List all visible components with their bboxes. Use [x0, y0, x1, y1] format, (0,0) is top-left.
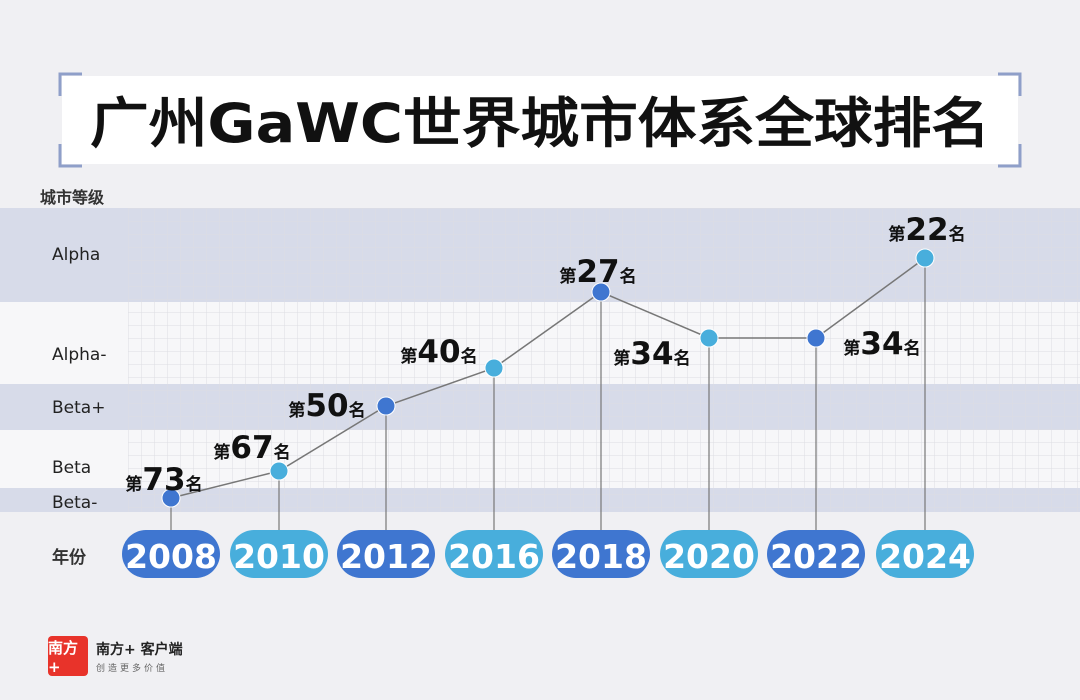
data-label: 第40名 — [400, 334, 477, 370]
y-axis-label: 城市等级 — [40, 188, 105, 207]
data-point — [376, 396, 396, 416]
data-point — [591, 282, 611, 302]
x-tick-label: 2020 — [663, 537, 755, 576]
x-tick-pill — [876, 530, 974, 578]
y-tick-label: Beta- — [52, 493, 97, 513]
series-line — [170, 257, 926, 499]
y-tick-label: Alpha — [52, 245, 100, 265]
x-tick-pill — [767, 530, 865, 578]
x-tick-label: 2022 — [770, 537, 862, 576]
x-tick-label: 2016 — [448, 537, 540, 576]
brand-name: 南方+ 客户端 — [96, 641, 183, 658]
data-point — [484, 358, 504, 378]
data-label: 第27名 — [559, 254, 636, 290]
data-label: 第34名 — [613, 336, 690, 372]
title-bracket-top-right — [998, 72, 1022, 96]
x-tick-pill — [337, 530, 435, 578]
x-tick-pill — [230, 530, 328, 578]
x-tick-label: 2012 — [340, 537, 432, 576]
data-point — [699, 328, 719, 348]
data-label: 第67名 — [213, 430, 290, 466]
title-bracket-bottom-right — [998, 144, 1022, 168]
x-axis-label: 年份 — [52, 547, 87, 568]
x-tick-pill — [660, 530, 758, 578]
title-bracket-bottom-left — [58, 144, 82, 168]
data-label: 第50名 — [288, 388, 365, 424]
x-tick-pill — [445, 530, 543, 578]
x-tick-pill — [552, 530, 650, 578]
title-bracket-top-left — [58, 72, 82, 96]
x-tick-label: 2018 — [555, 537, 647, 576]
y-tick-label: Beta+ — [52, 398, 105, 418]
data-point — [161, 488, 181, 508]
data-label: 第34名 — [843, 326, 920, 362]
title-box — [62, 76, 1018, 164]
x-tick-pill — [122, 530, 220, 578]
x-tick-label: 2010 — [233, 537, 325, 576]
brand-footer: 南方+ 南方+ 客户端 创造更多价值 — [48, 636, 183, 676]
brand-slogan: 创造更多价值 — [96, 663, 169, 674]
x-tick-label: 2024 — [879, 537, 971, 576]
data-label: 第22名 — [888, 212, 965, 248]
data-point — [269, 461, 289, 481]
data-point — [915, 248, 935, 268]
x-tick-label: 2008 — [125, 537, 217, 576]
data-point — [806, 328, 826, 348]
y-tick-label: Alpha- — [52, 345, 106, 365]
chart-title: 广州GaWC世界城市体系全球排名 — [90, 92, 990, 155]
brand-logo: 南方+ — [48, 636, 88, 676]
y-tick-label: Beta — [52, 458, 91, 478]
data-label: 第73名 — [125, 462, 202, 498]
